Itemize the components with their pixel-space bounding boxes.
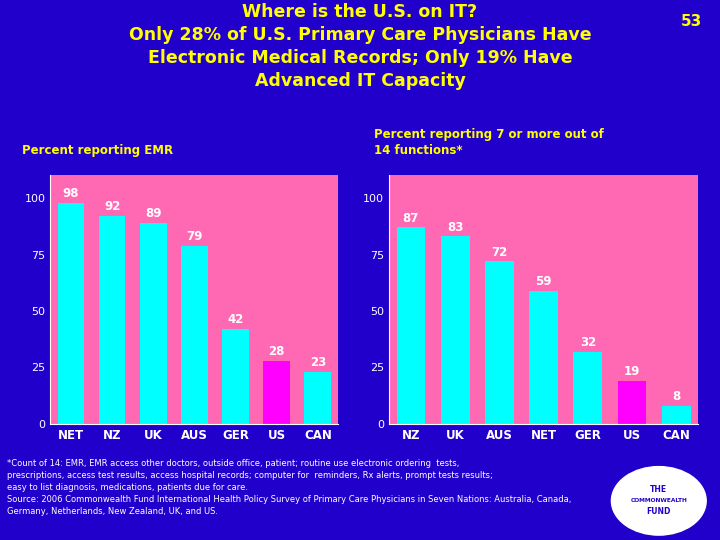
Text: 42: 42 [228,313,244,326]
Text: 79: 79 [186,230,202,243]
Bar [573,352,602,424]
Text: 83: 83 [447,221,464,234]
Bar [397,227,426,424]
Text: 28: 28 [269,345,285,358]
Bar [140,223,166,424]
Text: 92: 92 [104,200,120,213]
Text: 23: 23 [310,356,326,369]
Text: 19: 19 [624,365,640,379]
Text: 87: 87 [402,212,419,225]
Bar [99,216,125,424]
Bar [485,261,514,424]
Bar [305,372,331,424]
Text: 8: 8 [672,390,680,403]
Text: FUND: FUND [647,507,671,516]
Bar [618,381,647,424]
Text: 72: 72 [491,246,508,259]
Circle shape [611,467,706,535]
Bar [58,202,84,424]
Text: 98: 98 [63,187,79,200]
Text: Percent reporting EMR: Percent reporting EMR [22,144,173,157]
Text: THE: THE [650,485,667,495]
Bar [181,246,208,424]
Bar [662,406,690,424]
Text: *Count of 14: EMR, EMR access other doctors, outside office, patient; routine us: *Count of 14: EMR, EMR access other doct… [7,459,572,516]
Text: 89: 89 [145,207,161,220]
Text: COMMONWEALTH: COMMONWEALTH [631,498,687,503]
Text: 32: 32 [580,336,596,349]
Text: 53: 53 [680,14,702,29]
Text: Percent reporting 7 or more out of
14 functions*: Percent reporting 7 or more out of 14 fu… [374,128,604,157]
Bar [222,329,249,424]
Text: 59: 59 [536,275,552,288]
Bar [264,361,290,424]
Bar [529,291,558,424]
Text: Where is the U.S. on IT?
Only 28% of U.S. Primary Care Physicians Have
Electroni: Where is the U.S. on IT? Only 28% of U.S… [129,3,591,90]
Bar [441,237,469,424]
